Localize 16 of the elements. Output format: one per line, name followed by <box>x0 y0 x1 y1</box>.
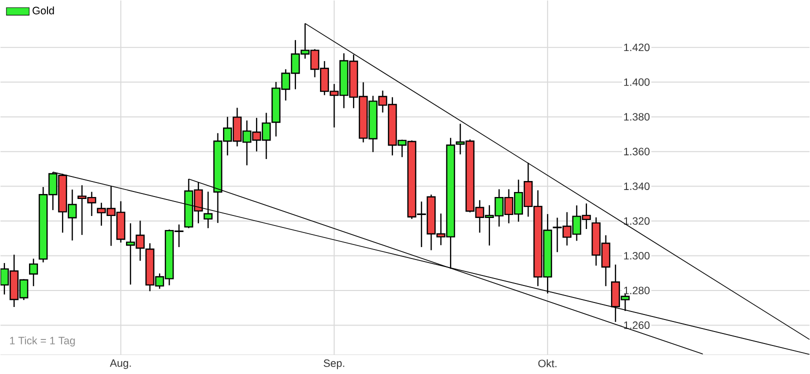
candlestick <box>204 191 213 229</box>
y-tick-label: 1.320 <box>624 217 650 226</box>
annotation: 1 Tick = 1 Tag <box>10 336 75 347</box>
y-tick-label: 1.340 <box>624 182 650 190</box>
y-tick-label: 1.300 <box>624 252 650 260</box>
y-tick-label: 1.380 <box>624 113 650 121</box>
x-tick-label: Sep. <box>324 360 344 370</box>
y-tick-label: 1.260 <box>624 322 650 330</box>
y-tick-label: 1.400 <box>624 78 650 86</box>
legend-label: Gold <box>32 6 54 15</box>
y-tick-label: 1.280 <box>624 286 650 294</box>
x-tick-label: Okt. <box>538 360 556 368</box>
candlestick <box>29 258 38 287</box>
y-tick-label: 1.360 <box>624 148 650 156</box>
x-tick-label: Aug. <box>110 360 131 370</box>
y-tick-label: 1.420 <box>624 44 650 52</box>
